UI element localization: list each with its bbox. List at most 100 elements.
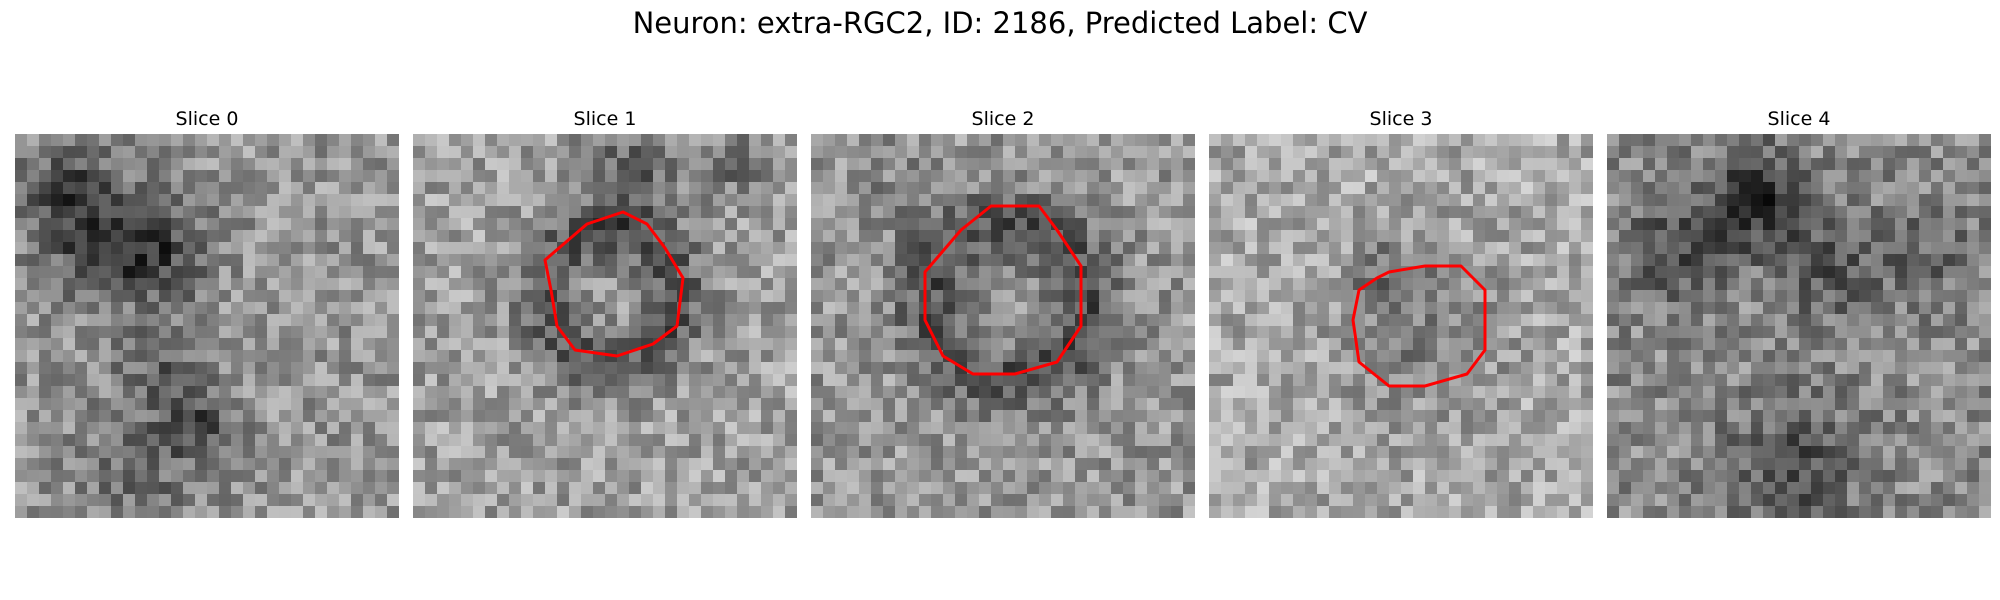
- pixel: [1233, 302, 1245, 314]
- pixel: [449, 434, 461, 446]
- pixel: [533, 290, 545, 302]
- pixel: [557, 194, 569, 206]
- pixel: [761, 254, 773, 266]
- pixel: [569, 410, 581, 422]
- pixel: [219, 290, 231, 302]
- pixel: [593, 362, 605, 374]
- pixel: [267, 302, 279, 314]
- pixel: [1003, 470, 1015, 482]
- pixel: [135, 158, 147, 170]
- pixel: [1607, 434, 1619, 446]
- pixel: [1257, 470, 1269, 482]
- pixel: [363, 374, 375, 386]
- pixel: [363, 278, 375, 290]
- pixel: [1919, 254, 1931, 266]
- pixel: [545, 386, 557, 398]
- pixel: [1281, 422, 1293, 434]
- pixel: [773, 254, 785, 266]
- pixel: [629, 182, 641, 194]
- pixel: [1533, 242, 1545, 254]
- pixel: [279, 230, 291, 242]
- pixel: [1245, 182, 1257, 194]
- pixel: [363, 314, 375, 326]
- pixel: [1835, 290, 1847, 302]
- pixel: [1111, 386, 1123, 398]
- pixel: [1063, 266, 1075, 278]
- pixel: [1293, 506, 1305, 518]
- pixel: [1871, 398, 1883, 410]
- pixel: [1015, 134, 1027, 146]
- pixel: [1533, 494, 1545, 506]
- pixel: [569, 362, 581, 374]
- pixel: [689, 446, 701, 458]
- pixel: [581, 242, 593, 254]
- pixel: [1111, 230, 1123, 242]
- pixel: [1569, 302, 1581, 314]
- pixel: [339, 446, 351, 458]
- pixel: [1293, 314, 1305, 326]
- pixel: [1823, 230, 1835, 242]
- pixel: [1099, 302, 1111, 314]
- pixel: [617, 314, 629, 326]
- pixel: [449, 326, 461, 338]
- pixel: [1209, 422, 1221, 434]
- pixel: [1365, 218, 1377, 230]
- pixel: [1159, 446, 1171, 458]
- pixel: [1123, 242, 1135, 254]
- pixel: [859, 398, 871, 410]
- pixel: [859, 338, 871, 350]
- pixel: [955, 494, 967, 506]
- pixel: [39, 362, 51, 374]
- pixel: [1883, 182, 1895, 194]
- pixel: [653, 506, 665, 518]
- pixel: [111, 146, 123, 158]
- pixel: [1159, 146, 1171, 158]
- pixel: [75, 170, 87, 182]
- pixel: [629, 230, 641, 242]
- pixel: [27, 230, 39, 242]
- pixel: [1497, 362, 1509, 374]
- pixel: [1353, 230, 1365, 242]
- pixel: [1015, 230, 1027, 242]
- pixel: [135, 434, 147, 446]
- pixel: [1667, 398, 1679, 410]
- pixel: [1425, 146, 1437, 158]
- pixel: [1063, 194, 1075, 206]
- pixel: [653, 482, 665, 494]
- pixel: [1581, 302, 1593, 314]
- pixel: [1883, 230, 1895, 242]
- pixel: [689, 338, 701, 350]
- pixel: [159, 422, 171, 434]
- pixel: [375, 146, 387, 158]
- pixel: [63, 302, 75, 314]
- pixel: [75, 206, 87, 218]
- pixel: [1209, 494, 1221, 506]
- pixel: [1509, 374, 1521, 386]
- pixel: [1607, 170, 1619, 182]
- pixel: [1631, 362, 1643, 374]
- pixel: [75, 266, 87, 278]
- pixel: [1269, 314, 1281, 326]
- pixel: [315, 266, 327, 278]
- pixel: [1799, 170, 1811, 182]
- pixel: [1655, 134, 1667, 146]
- pixel: [255, 254, 267, 266]
- pixel: [1209, 218, 1221, 230]
- pixel: [1111, 338, 1123, 350]
- pixel: [1269, 398, 1281, 410]
- pixel: [1305, 254, 1317, 266]
- pixel: [907, 290, 919, 302]
- pixel: [1135, 362, 1147, 374]
- pixel: [159, 410, 171, 422]
- pixel: [63, 194, 75, 206]
- pixel: [339, 206, 351, 218]
- pixel: [1389, 242, 1401, 254]
- pixel: [835, 170, 847, 182]
- pixel: [485, 218, 497, 230]
- pixel: [689, 470, 701, 482]
- pixel: [1281, 446, 1293, 458]
- pixel: [1039, 170, 1051, 182]
- pixel: [243, 374, 255, 386]
- pixel: [689, 422, 701, 434]
- pixel: [1245, 242, 1257, 254]
